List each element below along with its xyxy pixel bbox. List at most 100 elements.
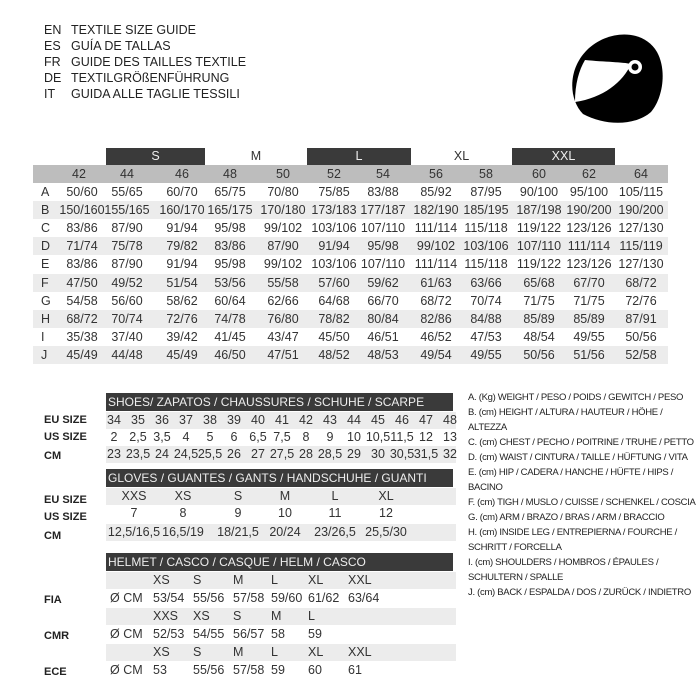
- size-group-label: L: [355, 149, 363, 163]
- table-cell: 55/65: [111, 185, 143, 199]
- table-cell: 160/170: [159, 203, 205, 218]
- size-number: 44: [120, 167, 134, 181]
- helmet-value: 63/64: [348, 591, 380, 605]
- helmet-value: 56/57: [233, 627, 265, 641]
- table-cell: 6,5: [249, 430, 267, 444]
- table-cell: 50/56: [625, 329, 657, 344]
- table-cell: 83/88: [367, 185, 399, 199]
- language-code: ES: [44, 39, 61, 53]
- helmet-size: S: [233, 609, 242, 623]
- table-cell: 95/100: [569, 185, 609, 199]
- table-cell: 165/175: [207, 203, 253, 218]
- table-cell: 58/62: [166, 293, 198, 308]
- table-cell: 87/90: [111, 257, 143, 272]
- table-cell: 42: [299, 413, 313, 427]
- helmet-value: 57/58: [233, 591, 265, 605]
- table-cell: 123/126: [566, 257, 612, 272]
- table-cell: 12: [419, 430, 433, 444]
- table-cell: 65/75: [214, 185, 246, 199]
- table-cell: 72/76: [625, 293, 657, 308]
- table-cell: 12,5/16,5: [107, 525, 161, 539]
- row-shade: [106, 488, 456, 505]
- table-cell: 16,5/19: [162, 525, 204, 539]
- table-cell: 24: [155, 447, 169, 461]
- row-label: EU SIZE: [44, 414, 87, 426]
- title-line: IT GUIDA ALLE TAGLIE TESSILI: [44, 86, 246, 102]
- size-group-s: S: [106, 148, 205, 165]
- table-cell: 173/183: [311, 203, 357, 218]
- table-cell: 53/56: [214, 275, 246, 290]
- table-cell: 85/92: [420, 185, 452, 199]
- table-cell: 68/72: [420, 293, 452, 308]
- table-cell: 25,5/30: [365, 525, 407, 539]
- table-cell: 49/52: [111, 275, 143, 290]
- table-cell: 26: [227, 447, 241, 461]
- table-cell: 28: [299, 447, 313, 461]
- table-cell: 47: [419, 413, 433, 427]
- table-cell: 85/89: [573, 311, 605, 326]
- title-text: GUÍA DE TALLAS: [71, 39, 171, 53]
- table-cell: 3,5: [153, 430, 171, 444]
- size-number: 62: [582, 167, 596, 181]
- title-line: EN TEXTILE SIZE GUIDE: [44, 22, 246, 38]
- table-cell: 75/78: [111, 239, 143, 254]
- table-cell: 10,5: [365, 430, 391, 444]
- row-key: G: [41, 293, 51, 308]
- unit-label: Ø CM: [110, 591, 143, 605]
- table-cell: 103/106: [463, 239, 509, 254]
- table-cell: 99/102: [263, 221, 303, 236]
- row-key: B: [41, 203, 50, 218]
- table-cell: 95/98: [214, 221, 246, 236]
- table-cell: 115/118: [464, 221, 508, 236]
- table-cell: 43/47: [267, 329, 299, 344]
- table-cell: 155/165: [104, 203, 150, 218]
- table-cell: 41/45: [214, 329, 246, 344]
- legend-line: SCHRITT / FORCELLA: [468, 542, 562, 553]
- size-number: 60: [532, 167, 546, 181]
- table-cell: 190/200: [566, 203, 612, 218]
- size-number: 64: [634, 167, 648, 181]
- table-cell: XS: [174, 489, 192, 503]
- table-cell: 32: [443, 447, 457, 461]
- size-number: 46: [175, 167, 189, 181]
- unit-label: Ø CM: [110, 627, 143, 641]
- table-cell: 103/106: [311, 257, 357, 272]
- row-shade: [106, 412, 456, 429]
- legend-line: F. (cm) TIGH / MUSLO / CUISSE / SCHENKEL…: [468, 497, 696, 508]
- table-cell: S: [233, 489, 243, 503]
- table-cell: 55/58: [267, 275, 299, 290]
- size-number: 54: [376, 167, 390, 181]
- table-cell: 95/98: [367, 239, 399, 254]
- table-cell: 46/50: [214, 347, 246, 362]
- helmet-header: HELMET / CASCO / CASQUE / HELM / CASCO: [106, 553, 453, 571]
- table-cell: 49/55: [573, 329, 605, 344]
- table-cell: 111/114: [414, 257, 458, 272]
- table-cell: 60/64: [214, 293, 246, 308]
- row-key: E: [41, 257, 50, 272]
- table-cell: 127/130: [618, 257, 664, 272]
- table-cell: 61/63: [420, 275, 452, 290]
- table-cell: XXS: [121, 489, 147, 503]
- table-cell: 5: [206, 430, 214, 444]
- row-shade: [33, 201, 668, 220]
- table-cell: 107/110: [360, 221, 406, 236]
- table-cell: 83/86: [214, 239, 246, 254]
- table-cell: 45/50: [318, 329, 350, 344]
- table-cell: 12: [379, 506, 393, 520]
- title-line: DE TEXTILGRÖßENFÜHRUNG: [44, 70, 246, 86]
- table-cell: 48/54: [523, 329, 555, 344]
- table-cell: 170/180: [260, 203, 306, 218]
- table-cell: 46: [395, 413, 409, 427]
- helmet-value: 54/55: [193, 627, 225, 641]
- row-key: C: [41, 221, 51, 236]
- table-cell: 60/70: [166, 185, 198, 199]
- table-cell: 63/66: [470, 275, 502, 290]
- helmet-icon: [565, 22, 665, 127]
- size-number: 58: [479, 167, 493, 181]
- table-cell: 187/198: [516, 203, 562, 218]
- table-cell: 79/82: [166, 239, 198, 254]
- table-cell: 66/70: [367, 293, 399, 308]
- legend-line: E. (cm) HIP / CADERA / HANCHE / HÜFTE / …: [468, 467, 674, 493]
- table-cell: 91/94: [166, 257, 198, 272]
- table-cell: M: [279, 489, 291, 503]
